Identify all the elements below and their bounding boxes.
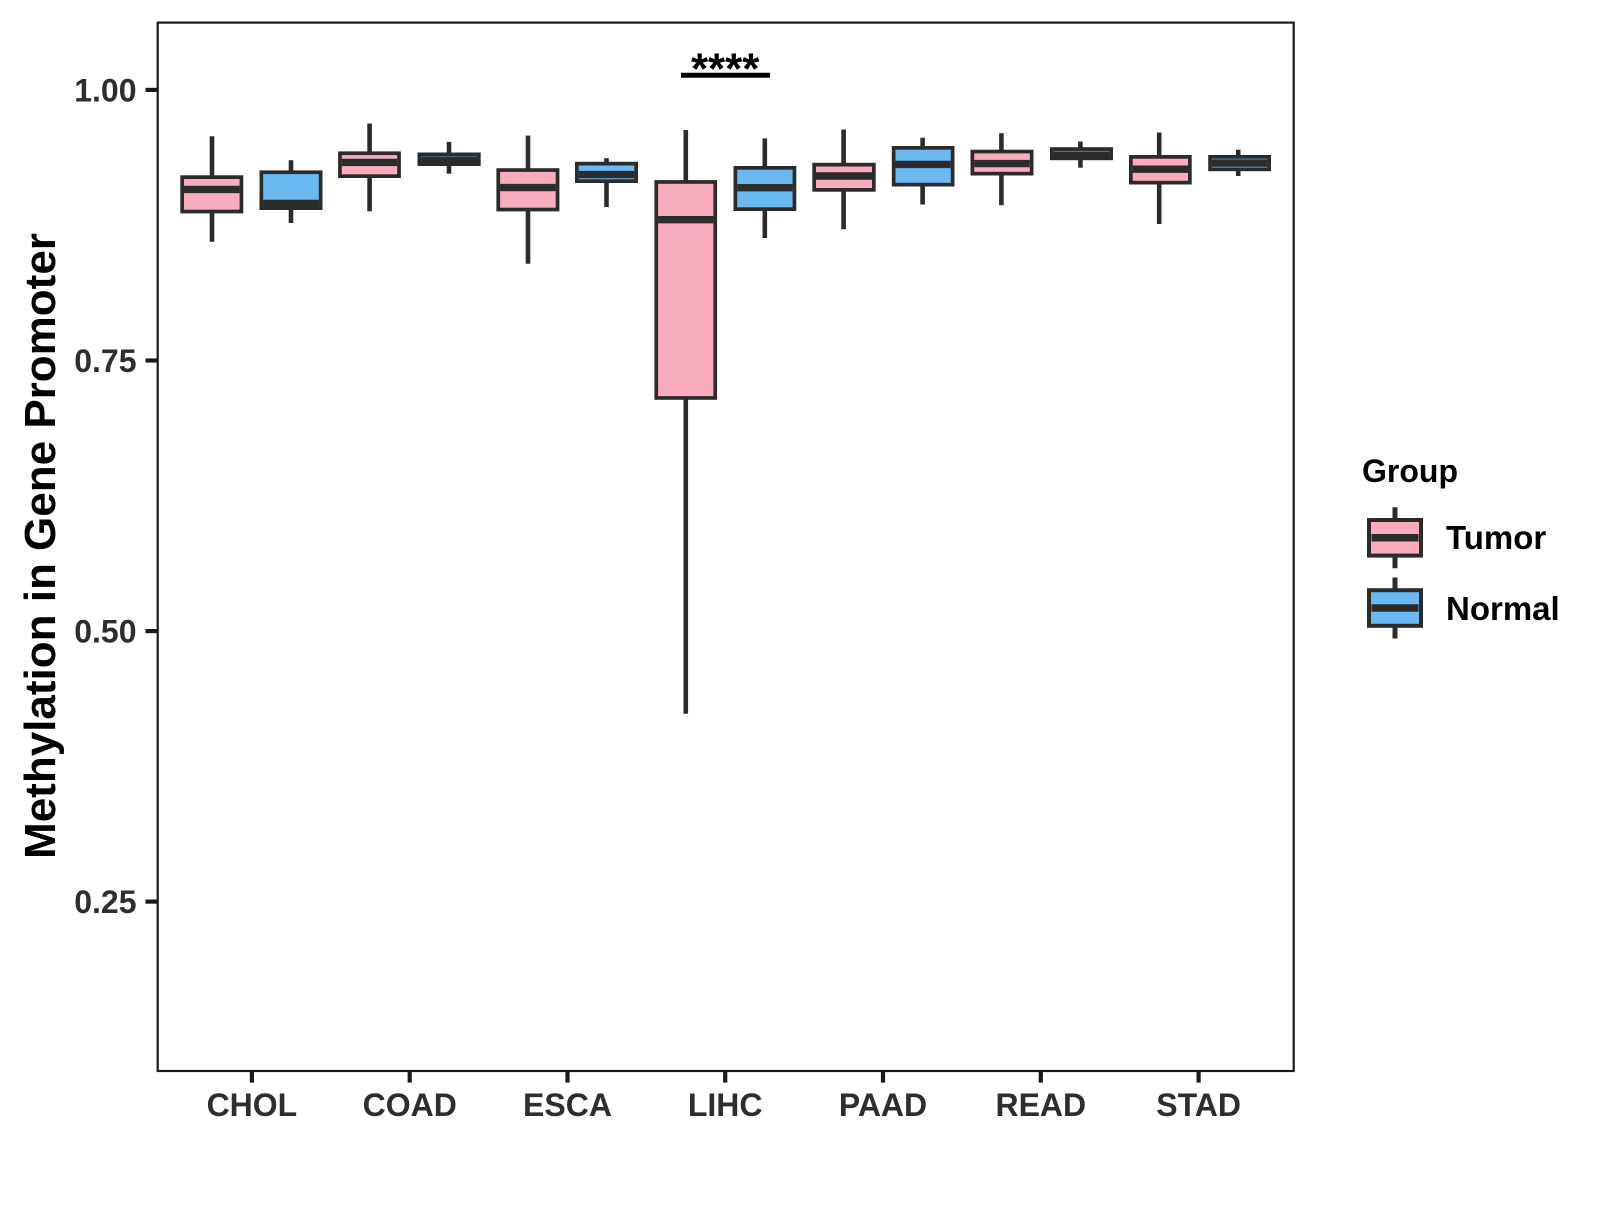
svg-text:Methylation in Gene Promoter: Methylation in Gene Promoter [16, 233, 65, 859]
svg-text:COAD: COAD [363, 1087, 457, 1123]
svg-text:0.75: 0.75 [74, 343, 136, 379]
svg-text:Group: Group [1362, 453, 1458, 489]
svg-text:Normal: Normal [1446, 590, 1560, 627]
svg-text:0.25: 0.25 [74, 884, 136, 920]
svg-text:Tumor: Tumor [1446, 519, 1546, 556]
svg-text:LIHC: LIHC [688, 1087, 763, 1123]
svg-text:CHOL: CHOL [207, 1087, 298, 1123]
svg-text:ESCA: ESCA [523, 1087, 612, 1123]
svg-text:READ: READ [995, 1087, 1086, 1123]
svg-text:1.00: 1.00 [74, 72, 136, 108]
svg-text:PAAD: PAAD [839, 1087, 927, 1123]
svg-text:0.50: 0.50 [74, 614, 136, 650]
svg-text:****: **** [691, 45, 760, 94]
svg-text:STAD: STAD [1156, 1087, 1241, 1123]
